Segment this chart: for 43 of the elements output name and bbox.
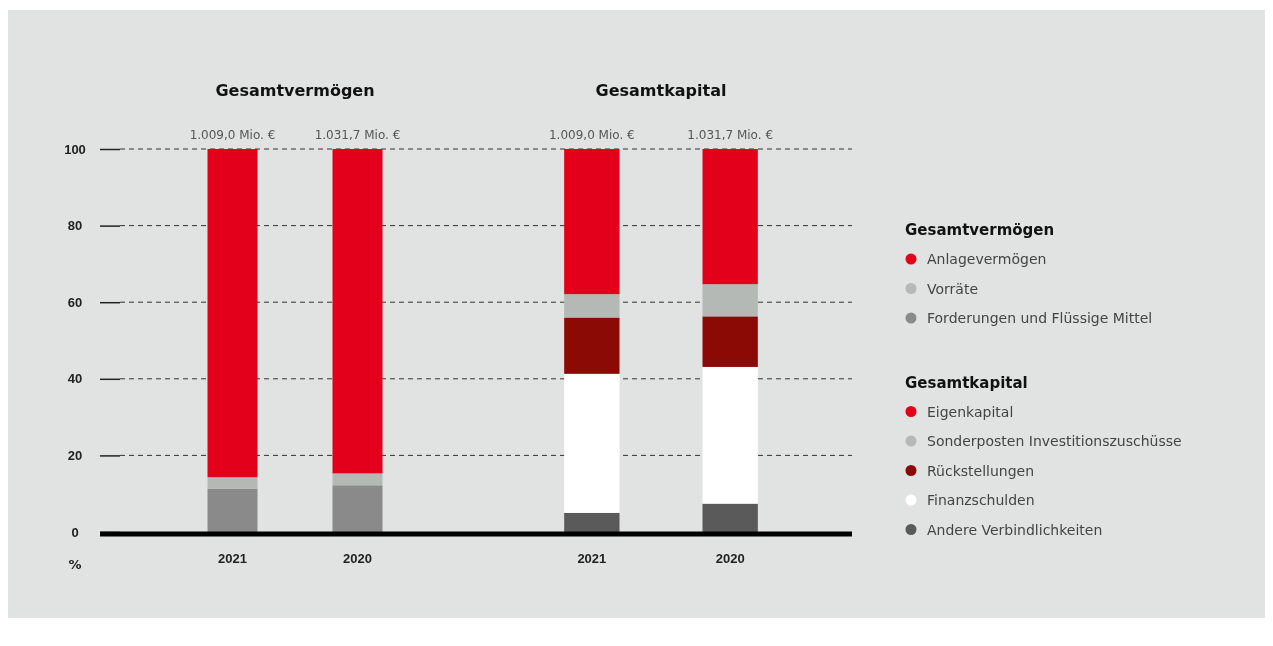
x-tick-label: 2020 bbox=[715, 551, 745, 567]
legend-label: Anlagevermögen bbox=[927, 251, 1047, 267]
legend-title: Gesamtvermögen bbox=[905, 221, 1055, 239]
annotation: 1.031,7 Mio. € bbox=[687, 128, 774, 142]
y-tick-label: 40 bbox=[67, 371, 83, 387]
bar bbox=[702, 284, 758, 317]
y-tick-label: 100 bbox=[64, 141, 86, 157]
bar bbox=[332, 473, 383, 486]
bar bbox=[702, 149, 758, 285]
annotation: 1.009,0 Mio. € bbox=[189, 128, 276, 142]
bar bbox=[702, 316, 758, 367]
bar bbox=[564, 149, 620, 295]
bar bbox=[332, 485, 383, 532]
y-tick-label: 0 bbox=[71, 524, 79, 540]
bar bbox=[207, 488, 258, 532]
x-tick-label: 2021 bbox=[218, 551, 247, 567]
bar bbox=[207, 477, 258, 489]
legend-label: Sonderposten Investitionszuschüsse bbox=[927, 433, 1182, 449]
legend-label: Rückstellungen bbox=[927, 462, 1035, 479]
bar bbox=[564, 512, 620, 532]
chart-title: Gesamtvermögen bbox=[215, 81, 375, 100]
legend-label: Eigenkapital bbox=[927, 403, 1014, 420]
chart-title: Gesamtkapital bbox=[595, 81, 727, 100]
legend-label: Andere Verbindlichkeiten bbox=[927, 521, 1103, 538]
y-axis-title: % bbox=[68, 557, 82, 572]
x-tick-label: 2020 bbox=[343, 551, 372, 567]
x-tick-label: 2021 bbox=[577, 551, 607, 567]
bar bbox=[702, 503, 758, 532]
bar bbox=[332, 149, 383, 474]
bar bbox=[207, 149, 258, 478]
legend-label: Finanzschulden bbox=[927, 492, 1035, 508]
y-tick-label: 80 bbox=[67, 218, 83, 234]
y-tick-label: 20 bbox=[67, 448, 83, 464]
bar bbox=[564, 317, 620, 374]
bar bbox=[564, 373, 620, 513]
annotation: 1.031,7 Mio. € bbox=[314, 128, 401, 142]
legend-label: Vorräte bbox=[927, 280, 979, 297]
annotation: 1.009,0 Mio. € bbox=[548, 128, 635, 142]
bar bbox=[564, 294, 620, 318]
legend-label: Forderungen und Flüssige Mittel bbox=[927, 310, 1153, 326]
bar bbox=[702, 366, 758, 504]
legend-title: Gesamtkapital bbox=[905, 373, 1028, 392]
y-tick-label: 60 bbox=[67, 294, 83, 310]
